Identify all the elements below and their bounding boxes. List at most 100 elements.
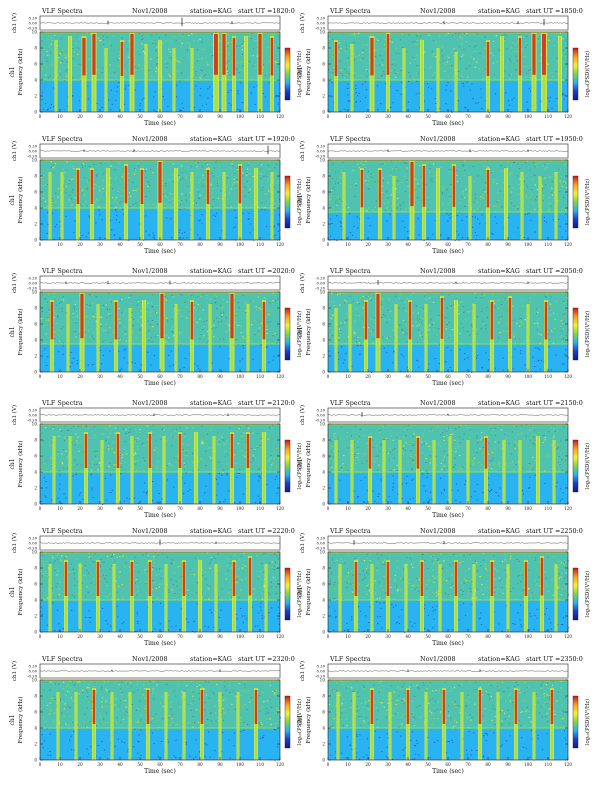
spectrogram-speckle — [236, 45, 238, 47]
spectrogram-noise — [416, 55, 418, 57]
spectrogram-speckle — [474, 232, 476, 233]
spectrogram-noise — [46, 206, 48, 208]
spectrogram-noise — [340, 171, 342, 173]
spectrogram-noise — [544, 437, 546, 439]
spectrogram-speckle — [504, 39, 506, 40]
spectrogram-noise — [392, 69, 394, 71]
spectrogram-speckle — [362, 501, 364, 503]
spectrogram-noise — [333, 437, 335, 439]
panel-header-date: Nov1/2008 — [132, 7, 168, 15]
spectrogram-noise — [147, 337, 149, 339]
spectrogram-speckle — [499, 487, 501, 489]
colorbar-tick: · — [291, 224, 292, 229]
spectrogram-noise — [99, 316, 101, 318]
spectrogram-noise — [128, 178, 130, 180]
spectrogram-noise — [127, 56, 129, 58]
spectrogram-speckle — [417, 360, 419, 362]
spectrogram-noise — [224, 450, 226, 452]
wave-tick-label: -0.20 — [27, 154, 37, 159]
spectrogram-noise — [120, 462, 122, 464]
spectrogram-speckle — [269, 82, 271, 84]
colorbar-label: log₁₀(PSD)(V²/Hz) — [296, 311, 303, 357]
spectrogram-speckle — [472, 166, 474, 167]
spectrogram-speckle — [226, 62, 228, 64]
spectrogram-speckle — [402, 47, 404, 48]
spectrogram-noise — [107, 436, 109, 438]
time-tick-label: 100 — [524, 242, 532, 247]
spectrogram-noise — [362, 295, 364, 297]
spectrogram-noise — [255, 40, 257, 42]
spectrogram-speckle — [162, 96, 164, 97]
sferic-burst-core — [455, 300, 457, 372]
time-tick-label: 60 — [445, 374, 451, 379]
spectrogram-noise — [242, 172, 244, 174]
spectrogram-speckle — [65, 192, 67, 194]
spectrogram-noise — [538, 431, 540, 433]
spectrogram-noise — [378, 464, 380, 466]
time-tick-label: 30 — [97, 374, 103, 379]
spectrogram-noise — [530, 297, 532, 299]
sferic-burst-core — [395, 304, 397, 372]
spectrogram-noise — [347, 207, 350, 209]
spectrogram-noise — [114, 178, 116, 180]
spectrogram-noise — [534, 441, 536, 443]
spectrogram-speckle — [466, 216, 468, 218]
freq-tick-label: 10 — [32, 158, 38, 163]
spectrogram-speckle — [215, 161, 217, 163]
spectrogram-speckle — [483, 68, 486, 70]
spectrogram-speckle — [529, 169, 531, 171]
spectrogram-speckle — [457, 67, 459, 69]
spectrogram-speckle — [57, 316, 59, 318]
spectrogram-speckle — [382, 59, 384, 61]
panel-header-title: VLF Spectra — [329, 267, 371, 275]
chart-panel: VLF Spectra Nov1/2008 station=KAG start UT … — [9, 267, 303, 387]
spectrogram-speckle — [407, 101, 409, 103]
spectrogram-noise — [58, 435, 60, 437]
spectrogram-noise — [228, 192, 231, 194]
colorbar-tick: · — [291, 174, 292, 179]
spectrogram-noise — [51, 63, 53, 65]
spectrogram-noise — [247, 162, 250, 164]
spectrogram-speckle — [53, 172, 55, 174]
spectrogram-speckle — [349, 295, 351, 297]
spectrogram-speckle — [104, 477, 106, 479]
spectrogram-speckle — [428, 164, 430, 166]
spectrogram-noise — [227, 42, 230, 44]
spectrogram-noise — [468, 431, 470, 433]
spectrogram-speckle — [228, 102, 230, 104]
spectrogram-noise — [443, 455, 445, 457]
spectrogram-noise — [374, 461, 376, 463]
spectrogram-speckle — [393, 350, 395, 352]
sferic-burst-core — [101, 440, 103, 504]
spectrogram-speckle — [52, 212, 54, 214]
spectrogram-speckle — [512, 368, 514, 370]
spectrogram-noise — [176, 455, 179, 457]
spectrogram-noise — [462, 193, 464, 195]
spectrogram-speckle — [520, 352, 522, 354]
spectrogram-noise — [189, 43, 191, 45]
spectrogram-speckle — [414, 40, 416, 42]
spectrogram-noise — [256, 309, 258, 311]
sferic-burst-core — [501, 36, 503, 112]
spectrogram-noise — [425, 443, 428, 445]
spectrogram-speckle — [124, 331, 126, 333]
freq-channel-label: ch1 — [9, 66, 16, 77]
spectrogram-noise — [436, 316, 438, 318]
spectrogram-speckle — [428, 499, 430, 501]
spectrogram-noise — [397, 437, 400, 439]
spectrogram-speckle — [473, 201, 475, 203]
spectrogram-noise — [243, 432, 245, 434]
waveform-axis-label: ch1 (V) — [11, 533, 18, 553]
sferic-burst-hot — [376, 294, 380, 339]
spectrogram-speckle — [207, 97, 209, 99]
spectrogram-speckle — [141, 364, 143, 366]
spectrogram-noise — [197, 297, 199, 299]
spectrogram-noise — [514, 448, 516, 450]
spectrogram-speckle — [195, 201, 197, 203]
spectrogram-noise — [338, 176, 340, 178]
spectrogram-noise — [164, 60, 166, 62]
spectrogram-speckle — [245, 312, 247, 314]
spectrogram-speckle — [153, 234, 155, 236]
spectrogram-speckle — [242, 175, 244, 177]
spectrogram-noise — [222, 299, 224, 301]
